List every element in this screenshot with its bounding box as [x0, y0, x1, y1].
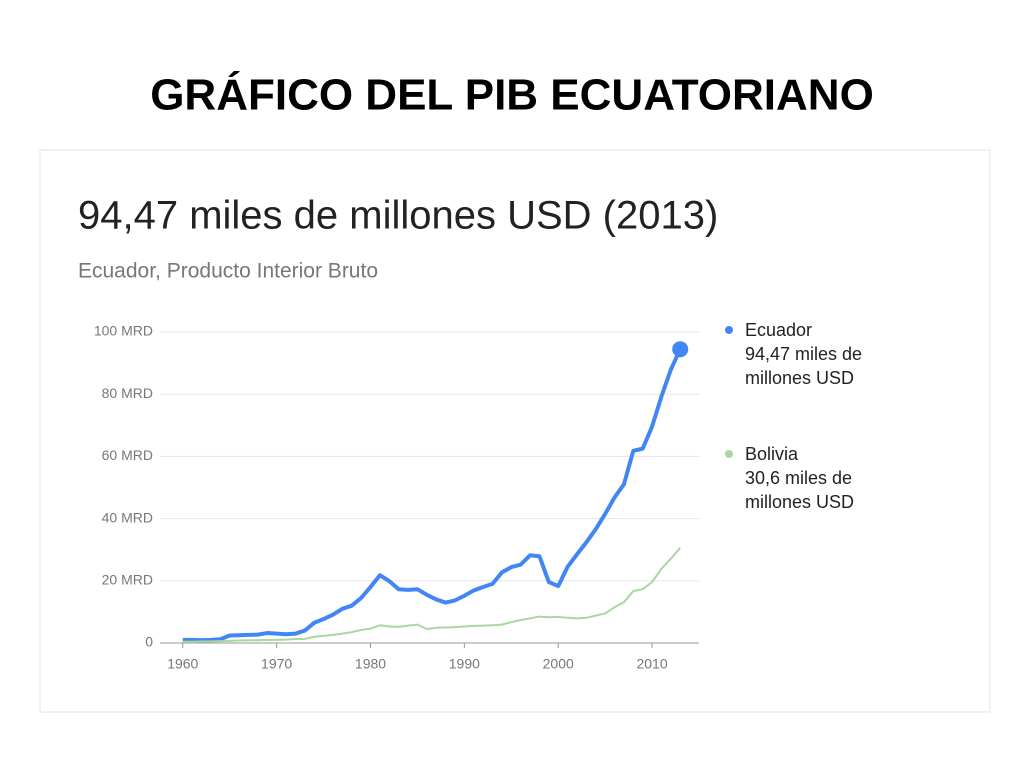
x-tick-label: 1960 [167, 656, 198, 672]
series-line [182, 348, 683, 643]
end-point [672, 341, 689, 358]
screenshot-frame [39, 149, 991, 713]
x-tick-label: 2000 [543, 656, 574, 672]
y-tick-label: 0 [145, 634, 153, 650]
x-tick-label: 1980 [355, 656, 386, 672]
chart-title: 94,47 miles de millones USD (2013) [78, 194, 718, 238]
legend-swatch [725, 450, 733, 458]
y-tick-label: 80 MRD [102, 385, 153, 401]
chart-subtitle: Ecuador, Producto Interior Bruto [78, 260, 378, 283]
legend-swatch [725, 326, 733, 334]
series-line [182, 547, 681, 643]
x-tick-label: 1990 [449, 656, 480, 672]
legend-item: Ecuador 94,47 miles de millones USD [725, 318, 905, 390]
x-tick-label: 1970 [261, 656, 292, 672]
legend-name: Bolivia [745, 444, 799, 464]
y-tick-label: 20 MRD [102, 572, 153, 588]
y-tick-label: 40 MRD [102, 509, 153, 525]
legend-value: 30,6 miles de millones USD [745, 468, 855, 512]
x-tick-label: 2010 [636, 656, 667, 672]
slide-title: GRÁFICO DEL PIB ECUATORIANO [150, 70, 874, 120]
y-tick-label: 100 MRD [94, 323, 153, 339]
legend-item: Bolivia 30,6 miles de millones USD [725, 442, 905, 514]
legend-value: 94,47 miles de millones USD [745, 344, 863, 388]
legend-name: Ecuador [745, 320, 813, 340]
y-tick-label: 60 MRD [102, 447, 153, 463]
